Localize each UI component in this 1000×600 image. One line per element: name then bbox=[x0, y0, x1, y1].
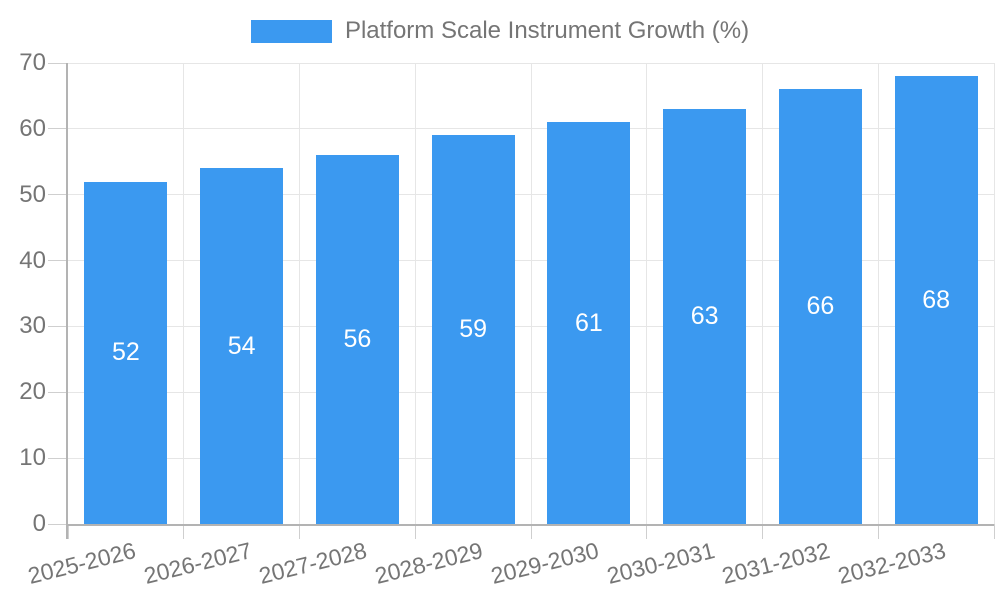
y-tick-label: 30 bbox=[19, 312, 46, 340]
v-gridline bbox=[762, 63, 763, 524]
x-axis-tick bbox=[414, 524, 416, 539]
legend-label: Platform Scale Instrument Growth (%) bbox=[344, 17, 750, 44]
x-axis-tick bbox=[993, 524, 995, 539]
x-axis-tick bbox=[183, 524, 185, 539]
bar-value-label: 52 bbox=[111, 338, 140, 367]
bar[interactable]: 63 bbox=[663, 109, 747, 524]
v-gridline bbox=[299, 63, 300, 524]
x-tick-label: 2027-2028 bbox=[256, 537, 370, 589]
y-axis-tick bbox=[48, 194, 68, 196]
bar-value-label: 63 bbox=[690, 302, 719, 331]
v-gridline bbox=[877, 63, 879, 524]
x-axis-tick bbox=[762, 524, 763, 539]
bar[interactable]: 59 bbox=[431, 135, 515, 524]
bar-value-label: 61 bbox=[574, 308, 603, 337]
y-axis-tick bbox=[48, 62, 68, 64]
y-axis-line bbox=[66, 63, 68, 539]
x-axis-tick bbox=[299, 524, 300, 539]
bar-value-label: 59 bbox=[459, 315, 488, 344]
v-gridline bbox=[530, 63, 532, 524]
bar[interactable]: 68 bbox=[894, 76, 978, 524]
y-tick-label: 0 bbox=[32, 510, 46, 537]
bar-value-label: 54 bbox=[227, 331, 256, 360]
bar[interactable]: 66 bbox=[778, 89, 862, 524]
chart-legend[interactable]: Platform Scale Instrument Growth (%) bbox=[0, 17, 1000, 45]
y-tick-label: 40 bbox=[19, 246, 46, 274]
v-gridline bbox=[646, 63, 648, 524]
y-tick-label: 60 bbox=[19, 114, 46, 142]
bar[interactable]: 61 bbox=[547, 122, 631, 524]
y-tick-label: 70 bbox=[19, 49, 46, 76]
x-axis-tick bbox=[67, 524, 69, 539]
bar-value-label: 68 bbox=[922, 285, 951, 314]
bar[interactable]: 52 bbox=[84, 181, 168, 524]
x-axis-tick bbox=[530, 524, 532, 539]
y-tick-label: 10 bbox=[19, 444, 46, 472]
y-axis-tick bbox=[48, 260, 68, 262]
bar-value-label: 66 bbox=[806, 292, 835, 321]
y-axis-tick bbox=[48, 457, 68, 459]
x-axis-tick bbox=[646, 524, 648, 539]
y-axis-tick bbox=[48, 325, 68, 327]
y-axis-tick bbox=[48, 128, 68, 130]
x-tick-label: 2025-2026 bbox=[25, 537, 139, 589]
bar-value-label: 56 bbox=[343, 325, 372, 354]
legend-swatch bbox=[250, 19, 332, 43]
bar[interactable]: 54 bbox=[200, 168, 284, 524]
x-tick-label: 2031-2032 bbox=[719, 537, 833, 589]
x-axis-line bbox=[68, 524, 994, 526]
x-tick-label: 2026-2027 bbox=[140, 537, 254, 589]
v-gridline bbox=[414, 63, 416, 524]
v-gridline bbox=[183, 63, 185, 524]
x-tick-label: 2029-2030 bbox=[488, 537, 602, 589]
x-tick-label: 2030-2031 bbox=[603, 537, 717, 589]
y-axis-tick bbox=[48, 523, 68, 525]
x-tick-label: 2032-2033 bbox=[835, 537, 949, 589]
x-axis-tick bbox=[877, 524, 879, 539]
y-tick-label: 20 bbox=[19, 378, 46, 406]
bar[interactable]: 56 bbox=[315, 155, 399, 524]
y-tick-label: 50 bbox=[19, 180, 46, 208]
x-tick-label: 2028-2029 bbox=[372, 537, 486, 589]
v-gridline bbox=[993, 63, 995, 524]
y-axis-tick bbox=[48, 391, 68, 393]
